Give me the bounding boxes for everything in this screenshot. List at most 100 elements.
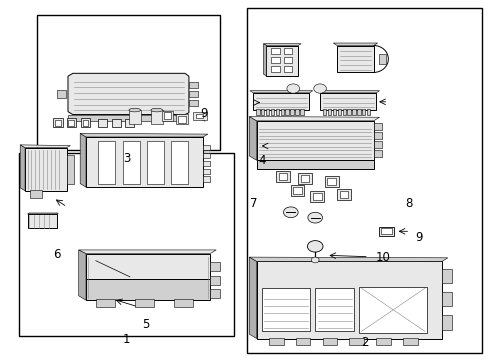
Text: 9: 9 — [414, 231, 422, 244]
Bar — [315, 288, 353, 331]
Text: 7: 7 — [250, 197, 257, 210]
Bar — [96, 300, 115, 307]
Polygon shape — [249, 257, 447, 261]
Bar — [342, 109, 345, 116]
Ellipse shape — [129, 108, 141, 112]
Text: 8: 8 — [405, 197, 412, 210]
Bar — [293, 187, 302, 194]
Bar — [378, 226, 393, 235]
Bar — [203, 145, 210, 150]
Bar — [441, 292, 451, 306]
Bar — [210, 289, 220, 298]
Bar — [151, 110, 162, 125]
Bar — [261, 109, 264, 116]
Bar — [271, 48, 280, 54]
Polygon shape — [249, 117, 379, 121]
Bar — [373, 150, 382, 157]
Polygon shape — [256, 160, 373, 169]
Bar — [37, 15, 220, 149]
Bar — [30, 190, 42, 198]
Bar — [322, 338, 336, 345]
Bar — [193, 112, 206, 120]
Bar — [27, 214, 57, 228]
Polygon shape — [263, 44, 301, 45]
Text: 5: 5 — [142, 318, 149, 331]
Bar — [270, 109, 274, 116]
Bar — [332, 109, 335, 116]
Bar — [346, 109, 350, 116]
Bar — [256, 261, 441, 338]
Bar — [266, 45, 298, 76]
Bar — [25, 148, 66, 191]
Bar — [290, 109, 293, 116]
Polygon shape — [27, 213, 58, 214]
Bar — [122, 140, 140, 184]
Bar — [256, 109, 259, 116]
Bar — [295, 109, 298, 116]
Bar — [203, 176, 210, 182]
Bar — [290, 185, 304, 196]
Bar — [312, 193, 321, 200]
Bar — [178, 116, 185, 123]
Polygon shape — [79, 250, 86, 300]
Polygon shape — [68, 114, 184, 121]
Bar — [195, 114, 202, 118]
Bar — [83, 120, 88, 126]
Bar — [327, 109, 330, 116]
Circle shape — [286, 84, 299, 93]
Bar — [375, 338, 390, 345]
Circle shape — [283, 207, 298, 218]
Text: 3: 3 — [122, 152, 130, 165]
Bar — [98, 140, 115, 184]
Polygon shape — [249, 117, 256, 160]
Text: 2: 2 — [360, 336, 367, 349]
Bar — [356, 109, 360, 116]
Bar — [125, 119, 134, 127]
Bar — [298, 173, 311, 184]
Bar — [55, 120, 61, 126]
Bar — [246, 8, 481, 353]
Bar — [173, 300, 193, 307]
Bar — [378, 54, 385, 64]
Bar — [285, 109, 288, 116]
Bar — [210, 276, 220, 285]
Bar — [280, 109, 284, 116]
Bar — [271, 66, 280, 72]
Text: 9: 9 — [200, 107, 208, 120]
Bar — [188, 100, 197, 106]
Bar — [358, 287, 427, 333]
Bar — [171, 140, 188, 184]
Bar — [253, 93, 309, 110]
Bar — [188, 91, 197, 97]
Bar — [271, 57, 280, 63]
Bar — [203, 168, 210, 174]
Bar — [81, 118, 90, 127]
Bar — [283, 57, 292, 63]
Bar — [86, 279, 210, 300]
Bar — [441, 315, 451, 329]
Polygon shape — [80, 134, 86, 187]
Bar — [86, 137, 203, 187]
Bar — [268, 338, 283, 345]
Circle shape — [313, 84, 326, 93]
Polygon shape — [20, 145, 70, 148]
Bar — [53, 118, 62, 127]
Circle shape — [307, 212, 322, 223]
Bar — [163, 112, 171, 120]
Bar — [66, 118, 76, 127]
Polygon shape — [263, 44, 266, 76]
Bar — [68, 120, 74, 126]
Bar — [320, 93, 375, 110]
Bar — [256, 121, 373, 160]
Bar — [325, 176, 338, 187]
Bar — [295, 338, 310, 345]
Bar — [339, 191, 347, 198]
Bar — [278, 173, 287, 180]
Bar — [19, 153, 233, 336]
Polygon shape — [79, 250, 216, 253]
Bar — [112, 119, 121, 127]
Bar — [373, 132, 382, 139]
Text: 4: 4 — [258, 154, 265, 167]
Polygon shape — [332, 43, 377, 45]
Bar — [323, 109, 326, 116]
